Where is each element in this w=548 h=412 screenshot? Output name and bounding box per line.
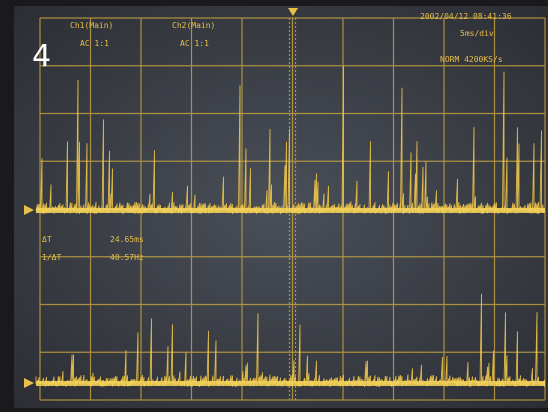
measurement-value: 24.65ms (110, 235, 144, 244)
measurement-label: ΔT (42, 235, 52, 244)
figure-label: 4 (32, 39, 51, 74)
sample-rate: NORM 4200KS/s (440, 55, 503, 64)
trace-baseline (36, 381, 545, 386)
channel-coupling: AC 1:1 (80, 39, 109, 48)
channel-coupling: AC 1:1 (180, 39, 209, 48)
ch1-ground-marker (24, 205, 34, 215)
measurement-label: 1/ΔT (42, 253, 61, 262)
measurement-value: 40.57Hz (110, 253, 144, 262)
trigger-marker (288, 8, 298, 16)
timestamp: 2002/04/12 08:41:36 (420, 12, 512, 21)
traces (35, 65, 545, 388)
ch2-ground-marker (24, 378, 34, 388)
channel-name: Ch2(Main) (172, 21, 215, 30)
trace-baseline (36, 208, 545, 213)
channel-name: Ch1(Main) (70, 21, 113, 30)
timebase: 5ms/div (460, 29, 494, 38)
